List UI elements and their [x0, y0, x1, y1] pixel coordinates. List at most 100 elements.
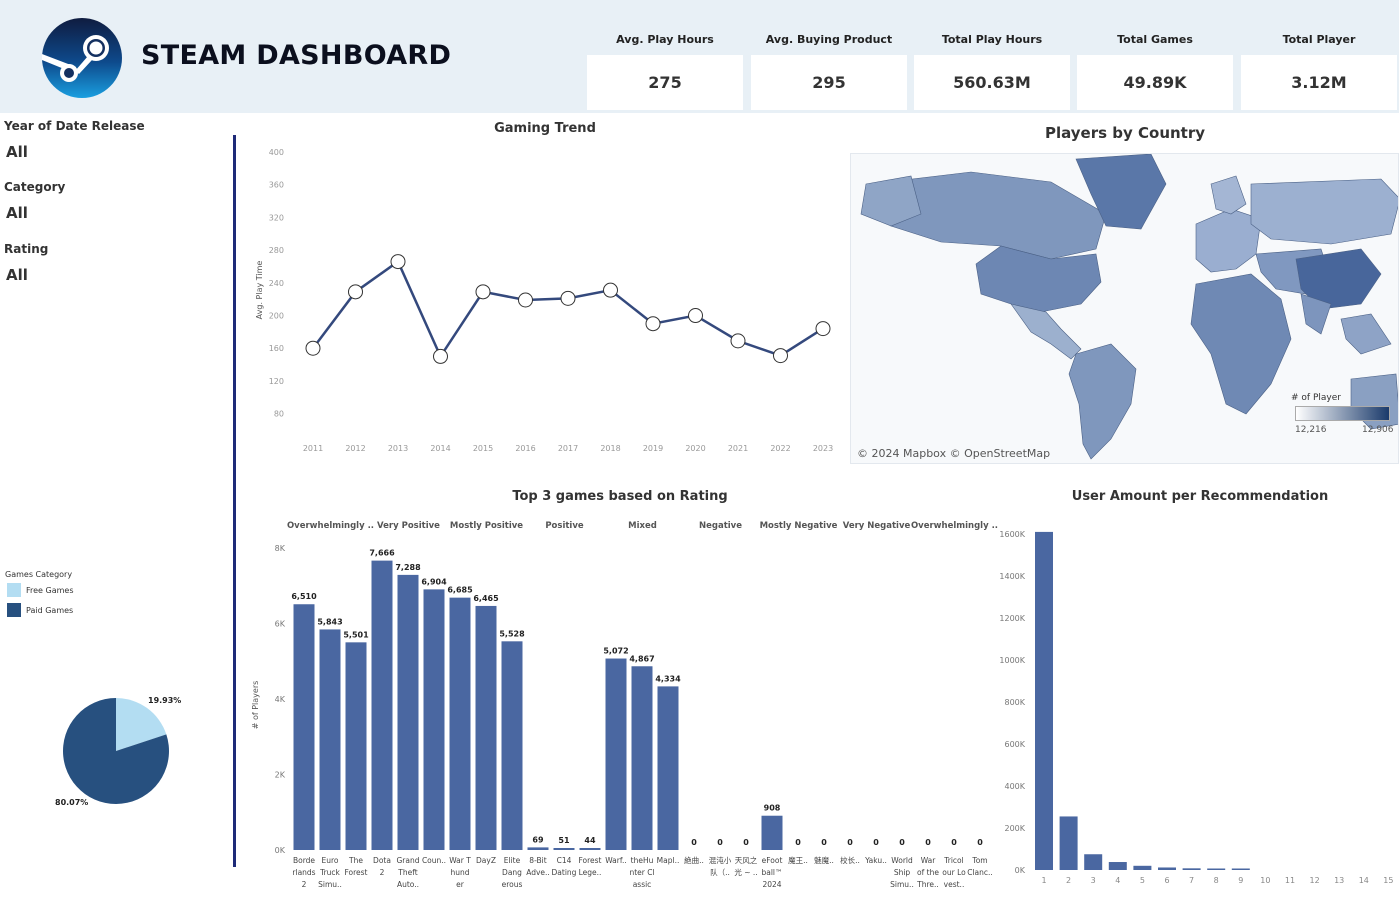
rec-bar[interactable]	[1207, 868, 1226, 871]
legend-label-paid[interactable]: Paid Games	[26, 606, 74, 615]
line-point[interactable]	[773, 348, 788, 364]
game-bar[interactable]	[449, 597, 471, 850]
line-x-tick: 2011	[303, 444, 323, 453]
line-chart-gaming-trend[interactable]: 80 120 160 200 240 280 320 360 400 Avg. Play Time…	[250, 140, 845, 460]
game-bar[interactable]	[371, 560, 393, 850]
rec-bar[interactable]	[1035, 531, 1053, 870]
vertical-divider	[233, 135, 236, 867]
game-name-label: Grand	[396, 856, 419, 865]
game-name-label: Clanc..	[967, 868, 993, 877]
rec-x-tick: 7	[1189, 876, 1194, 885]
game-name-label: theHu	[631, 856, 654, 865]
game-bar[interactable]	[293, 604, 315, 850]
rec-bar[interactable]	[1133, 865, 1152, 870]
bar-y-tick: 6K	[275, 620, 286, 629]
rec-bar[interactable]	[1084, 854, 1103, 870]
game-bar[interactable]	[579, 848, 601, 850]
line-point[interactable]	[475, 284, 491, 300]
line-x-tick: 2019	[643, 444, 663, 453]
legend-swatch-paid	[7, 603, 21, 617]
rec-y-tick: 1600K	[999, 530, 1025, 539]
game-name-label: Dating	[552, 868, 577, 877]
line-x-tick: 2017	[558, 444, 578, 453]
rec-bar[interactable]	[1231, 868, 1250, 871]
game-name-label: Coun..	[422, 856, 446, 865]
line-y-axis-label: Avg. Play Time	[255, 261, 264, 320]
game-name-label: Tricol	[943, 856, 963, 865]
game-name-label: Dang	[502, 868, 522, 877]
line-y-tick: 200	[269, 312, 284, 321]
rec-bar[interactable]	[1108, 862, 1127, 870]
world-map[interactable]	[850, 153, 1399, 464]
game-bar[interactable]	[475, 605, 497, 850]
pie-label-free: 19.93%	[148, 696, 181, 705]
game-bar-label: 6,465	[473, 594, 499, 603]
game-bar-label: 0	[873, 838, 879, 847]
filter-label-year: Year of Date Release	[4, 119, 145, 133]
line-y-tick: 400	[269, 148, 284, 157]
line-x-tick: 2022	[770, 444, 790, 453]
legend-label-free[interactable]: Free Games	[26, 586, 74, 595]
game-bar[interactable]	[761, 815, 783, 850]
line-point[interactable]	[730, 333, 746, 349]
top-games-chart-title: Top 3 games based on Rating	[512, 489, 728, 504]
game-bar[interactable]	[605, 658, 627, 850]
game-bar[interactable]	[527, 847, 549, 850]
header-bar: STEAM DASHBOARD Avg. Play Hours 275 Avg.…	[0, 0, 1399, 113]
game-bar[interactable]	[397, 574, 419, 850]
line-point[interactable]	[645, 316, 661, 332]
line-point[interactable]	[560, 290, 576, 306]
line-point[interactable]	[688, 308, 703, 324]
line-point[interactable]	[433, 348, 448, 364]
game-bar[interactable]	[319, 629, 341, 850]
rec-bar[interactable]	[1158, 867, 1176, 870]
rec-y-tick: 1000K	[999, 656, 1025, 665]
rec-bar[interactable]	[1182, 868, 1201, 870]
game-bar-label: 5,843	[317, 617, 342, 626]
rating-group-header: Overwhelmingly ..	[911, 521, 998, 531]
game-name-label: Tom	[971, 856, 987, 865]
line-y-tick: 160	[269, 344, 284, 353]
pie-slice-free[interactable]	[116, 698, 167, 751]
line-point[interactable]	[518, 292, 533, 308]
game-name-label: DayZ	[476, 856, 496, 865]
game-bar-label: 0	[847, 838, 853, 847]
game-name-label: 校长..	[840, 855, 860, 865]
game-bar[interactable]	[345, 642, 367, 850]
rating-group-header: Mostly Negative	[760, 521, 838, 531]
rec-y-tick: 600K	[1004, 740, 1025, 749]
game-bar[interactable]	[657, 686, 679, 850]
game-bar[interactable]	[501, 641, 523, 850]
filter-dropdown-category[interactable]: All	[6, 204, 28, 222]
line-x-tick: 2020	[685, 444, 705, 453]
game-name-label: Forest	[578, 856, 601, 865]
kpi-label-total-play-hours: Total Play Hours	[941, 33, 1043, 46]
bar-y-tick: 8K	[275, 544, 286, 553]
kpi-label-total-games: Total Games	[1117, 33, 1193, 46]
filter-dropdown-rating[interactable]: All	[6, 266, 28, 284]
kpi-label-total-player: Total Player	[1282, 33, 1356, 46]
game-name-label: hund	[450, 868, 469, 877]
game-bar[interactable]	[553, 848, 575, 850]
legend-swatch-free	[7, 583, 21, 597]
pie-slice-paid[interactable]	[63, 698, 169, 804]
line-y-tick: 360	[269, 181, 284, 190]
rec-x-tick: 12	[1310, 876, 1320, 885]
game-bar[interactable]	[631, 666, 653, 850]
line-point[interactable]	[815, 321, 831, 337]
filter-dropdown-year[interactable]: All	[6, 143, 28, 161]
line-point[interactable]	[348, 284, 363, 300]
rec-bar[interactable]	[1059, 816, 1078, 870]
pie-chart-games-category[interactable]: 19.93% 80.07%	[40, 680, 220, 820]
game-name-label: of the	[917, 868, 939, 877]
pie-label-paid: 80.07%	[55, 798, 88, 807]
line-point[interactable]	[603, 282, 618, 298]
rec-x-tick: 13	[1334, 876, 1344, 885]
line-point[interactable]	[305, 340, 321, 356]
line-point[interactable]	[390, 254, 406, 270]
bar-y-axis-label: # of Players	[251, 681, 260, 730]
game-bar[interactable]	[423, 589, 445, 850]
game-bar-label: 69	[532, 835, 544, 844]
